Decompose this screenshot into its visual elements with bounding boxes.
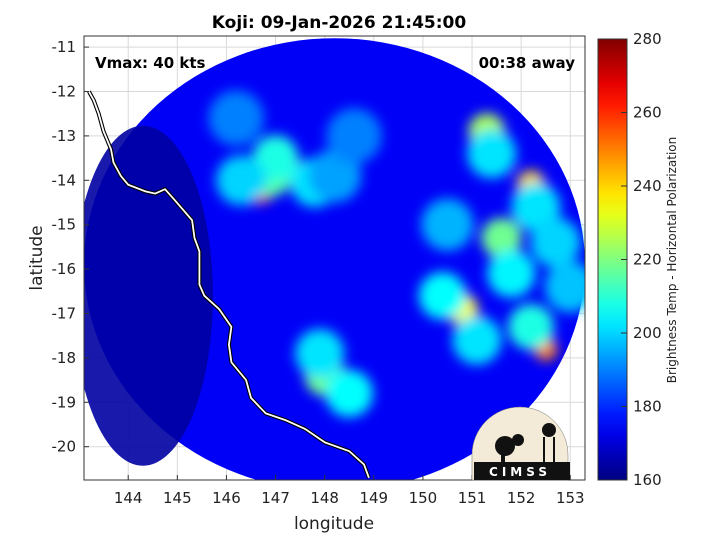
y-tick-label: -14 xyxy=(52,171,77,189)
convective-cell xyxy=(216,155,267,206)
x-tick-label: 153 xyxy=(556,489,585,507)
convective-cell xyxy=(452,315,502,365)
x-tick-label: 151 xyxy=(458,489,487,507)
cimss-logo: CIMSS xyxy=(471,406,570,481)
convective-cell xyxy=(295,329,345,378)
ocean-cold-zone xyxy=(84,125,213,466)
colorbar-label: Brightness Temp - Horizontal Polarizatio… xyxy=(665,137,679,384)
x-axis-label: longitude xyxy=(294,514,374,534)
y-tick-label: -19 xyxy=(52,393,77,411)
x-tick-label: 146 xyxy=(212,489,241,507)
colorbar-tick-label: 280 xyxy=(633,30,662,48)
colorbar-tick-label: 200 xyxy=(633,324,662,342)
swath-disk xyxy=(84,38,585,480)
convective-features xyxy=(208,90,585,418)
x-axis-ticks: 144 145 146 147 148 149 150 151 152 153 xyxy=(114,475,585,507)
colorbar-tick-label: 160 xyxy=(633,471,662,489)
y-axis-label: latitude xyxy=(27,225,47,290)
convective-cell xyxy=(481,217,522,259)
time-away-annotation: 00:38 away xyxy=(479,54,576,72)
convective-cell xyxy=(421,198,474,251)
y-tick-label: -17 xyxy=(52,305,77,323)
convective-cell xyxy=(326,108,382,164)
convective-cell xyxy=(325,369,373,418)
y-tick-label: -18 xyxy=(52,349,77,367)
y-tick-label: -16 xyxy=(52,260,77,278)
colorbar-tick-label: 220 xyxy=(633,251,662,269)
plot-frame xyxy=(83,35,586,481)
x-tick-label: 147 xyxy=(261,489,290,507)
vmax-annotation: Vmax: 40 kts xyxy=(95,54,205,72)
convective-cell xyxy=(418,272,467,320)
colorbar-tick-label: 180 xyxy=(633,398,662,416)
colorbar-tick-label: 240 xyxy=(633,177,662,195)
convective-cell xyxy=(530,217,581,268)
convective-cell xyxy=(252,135,299,181)
colorbar-ticks: 280 260 240 220 200 180 160 xyxy=(621,30,662,489)
y-tick-label: -12 xyxy=(52,83,77,101)
brightness-swath xyxy=(84,38,585,480)
y-tick-label: -11 xyxy=(52,38,77,56)
convective-cell xyxy=(508,303,554,350)
x-tick-label: 148 xyxy=(310,489,339,507)
y-tick-label: -13 xyxy=(52,127,77,145)
convective-cell xyxy=(487,249,536,298)
x-tick-label: 150 xyxy=(409,489,438,507)
x-tick-label: 144 xyxy=(114,489,143,507)
y-tick-label: -20 xyxy=(52,438,77,456)
coastline-inner xyxy=(88,91,370,479)
x-tick-label: 149 xyxy=(359,489,388,507)
x-tick-label: 152 xyxy=(507,489,536,507)
colorbar-tick-label: 260 xyxy=(633,104,662,122)
chart-title: Koji: 09-Jan-2026 21:45:00 xyxy=(212,13,467,33)
convective-cell xyxy=(208,90,264,146)
convective-cell xyxy=(544,261,585,313)
x-tick-label: 145 xyxy=(163,489,192,507)
y-axis-ticks: -11 -12 -13 -14 -15 -16 -17 -18 -19 -20 xyxy=(52,38,89,456)
y-tick-label: -15 xyxy=(52,216,77,234)
svg-text:CIMSS: CIMSS xyxy=(489,465,551,479)
convective-cell xyxy=(467,129,517,179)
